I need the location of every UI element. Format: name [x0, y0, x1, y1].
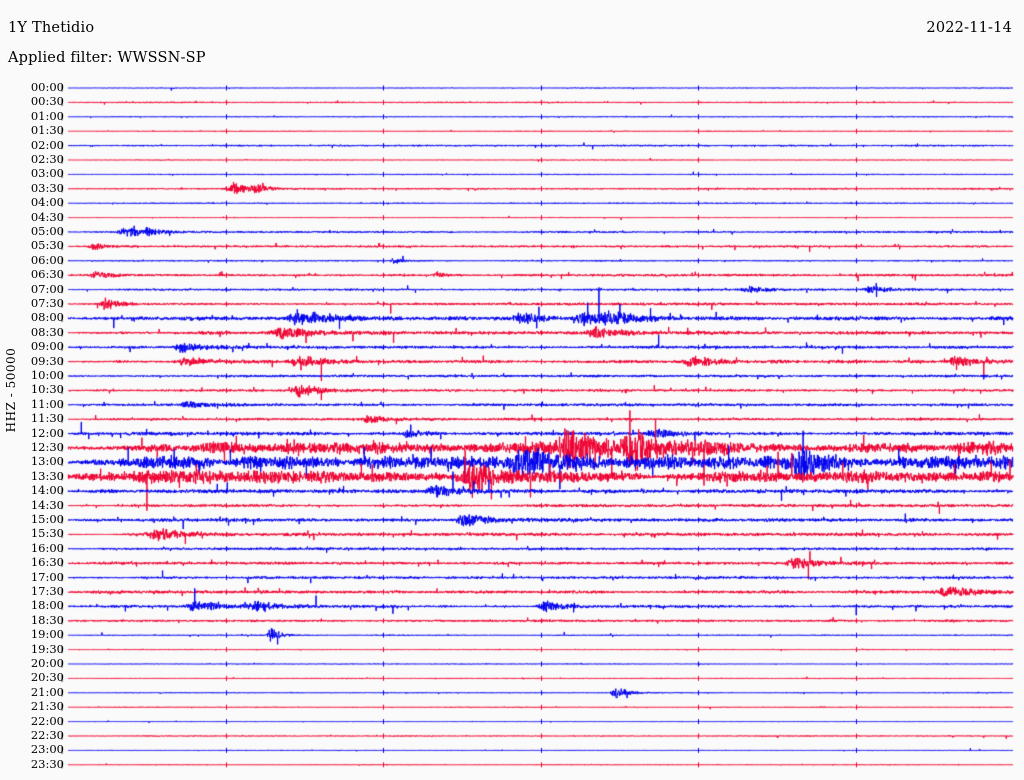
time-axis-label: 05:30: [30, 238, 64, 253]
time-axis-label: 00:00: [30, 80, 64, 94]
time-axis-label: 21:30: [30, 699, 64, 714]
time-axis-label: 21:00: [30, 684, 64, 699]
time-axis-label: 18:30: [30, 612, 64, 627]
time-axis-label: 01:30: [30, 123, 64, 138]
time-axis-label: 15:30: [30, 526, 64, 541]
time-axis-label: 04:00: [30, 195, 64, 210]
time-axis: 00:00 00:30 01:00 01:30 02:00 02:30 03:00 03:30…: [0, 0, 64, 780]
time-axis-label: 13:30: [30, 468, 64, 483]
time-axis-label: 03:00: [30, 166, 64, 181]
time-axis-label: 03:30: [30, 180, 64, 195]
time-axis-label: 00:30: [30, 94, 64, 109]
time-axis-label: 17:30: [30, 584, 64, 598]
time-axis-label: 22:00: [30, 713, 64, 728]
time-axis-label: 12:30: [30, 440, 64, 454]
time-axis-label: 02:30: [30, 152, 64, 166]
time-axis-label: 11:30: [30, 411, 64, 426]
time-axis-label: 16:00: [30, 540, 64, 555]
time-axis-label: 10:00: [30, 368, 64, 382]
time-axis-label: 11:00: [30, 396, 64, 411]
time-axis-label: 07:00: [30, 281, 64, 296]
time-axis-label: 12:00: [30, 425, 64, 440]
time-axis-label: 01:00: [30, 108, 64, 123]
time-axis-label: 18:00: [30, 598, 64, 613]
time-axis-label: 19:30: [30, 641, 64, 656]
time-axis-label: 14:00: [30, 483, 64, 498]
time-axis-label: 04:30: [30, 209, 64, 224]
time-axis-label: 06:30: [30, 267, 64, 282]
time-axis-label: 23:30: [30, 756, 64, 771]
time-axis-label: 08:30: [30, 324, 64, 339]
time-axis-label: 22:30: [30, 728, 64, 742]
time-axis-label: 10:30: [30, 382, 64, 397]
time-axis-label: 08:00: [30, 310, 64, 325]
time-axis-label: 14:30: [30, 497, 64, 512]
time-axis-label: 19:00: [30, 627, 64, 642]
time-axis-label: 20:00: [30, 656, 64, 670]
time-axis-label: 05:00: [30, 224, 64, 238]
time-axis-label: 13:00: [30, 454, 64, 469]
time-axis-label: 09:00: [30, 339, 64, 354]
time-axis-label: 16:30: [30, 555, 64, 570]
time-axis-label: 23:00: [30, 742, 64, 757]
time-axis-label: 09:30: [30, 353, 64, 368]
time-axis-label: 02:00: [30, 137, 64, 152]
time-axis-label: 07:30: [30, 296, 64, 310]
time-axis-label: 06:00: [30, 252, 64, 267]
time-axis-label: 17:00: [30, 569, 64, 584]
time-axis-label: 20:30: [30, 670, 64, 685]
time-axis-label: 15:00: [30, 512, 64, 526]
